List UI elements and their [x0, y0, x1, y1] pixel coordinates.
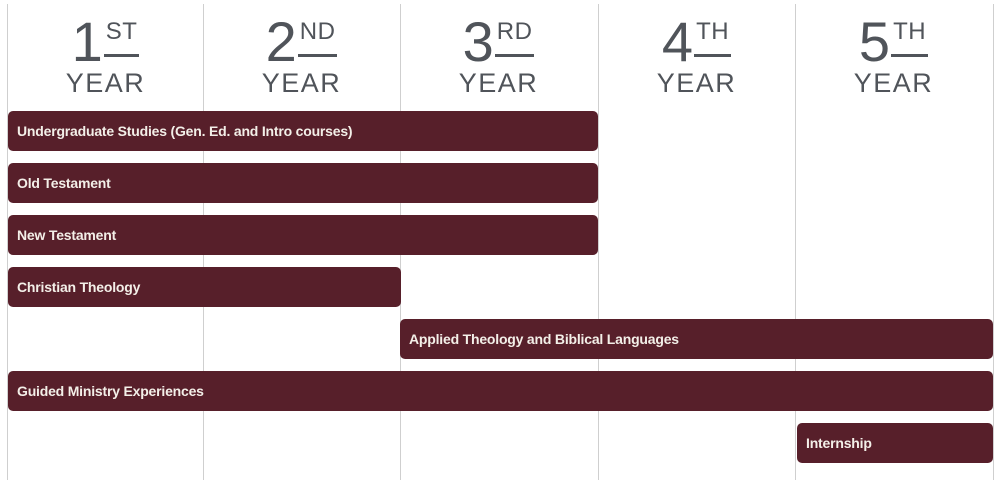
- bar-label: Christian Theology: [17, 279, 141, 295]
- bar-label: Guided Ministry Experiences: [17, 383, 204, 399]
- year-ordinal: ST: [103, 20, 140, 57]
- column-divider: [598, 4, 599, 480]
- column-divider: [7, 4, 8, 480]
- year-header-3: 3 RD YEAR: [400, 10, 597, 98]
- bar-label: Old Testament: [17, 175, 111, 191]
- year-number: 3: [462, 10, 494, 73]
- year-number: 5: [858, 10, 891, 73]
- bar-undergraduate-studies: Undergraduate Studies (Gen. Ed. and Intr…: [8, 111, 598, 151]
- bar-old-testament: Old Testament: [8, 163, 598, 203]
- year-header-2: 2 ND YEAR: [203, 10, 400, 98]
- bar-christian-theology: Christian Theology: [8, 267, 401, 307]
- year-header-4: 4 TH YEAR: [598, 10, 795, 98]
- column-divider: [993, 4, 994, 480]
- column-divider: [795, 4, 796, 480]
- year-ordinal: TH: [891, 20, 929, 57]
- year-number: 4: [661, 10, 694, 73]
- bar-label: Internship: [806, 435, 872, 451]
- year-number-group: 3 RD: [462, 10, 535, 73]
- year-word: YEAR: [261, 68, 342, 98]
- bar-label: New Testament: [17, 227, 117, 243]
- bar-applied-theology-biblical-languages: Applied Theology and Biblical Languages: [400, 319, 993, 359]
- year-word: YEAR: [458, 68, 539, 98]
- year-ordinal: RD: [494, 20, 535, 57]
- year-number-group: 1 ST: [71, 10, 140, 73]
- year-word: YEAR: [656, 68, 737, 98]
- year-number: 1: [71, 10, 103, 73]
- year-word: YEAR: [853, 68, 934, 98]
- year-ordinal: ND: [297, 20, 338, 57]
- year-header-5: 5 TH YEAR: [795, 10, 992, 98]
- bar-new-testament: New Testament: [8, 215, 598, 255]
- bar-guided-ministry-experiences: Guided Ministry Experiences: [8, 371, 993, 411]
- year-number-group: 5 TH: [858, 10, 929, 73]
- year-number: 2: [265, 10, 297, 73]
- year-number-group: 4 TH: [661, 10, 732, 73]
- bar-label: Undergraduate Studies (Gen. Ed. and Intr…: [17, 123, 353, 139]
- bar-internship: Internship: [797, 423, 993, 463]
- year-ordinal: TH: [694, 20, 732, 57]
- bar-label: Applied Theology and Biblical Languages: [409, 331, 679, 347]
- year-header-1: 1 ST YEAR: [7, 10, 204, 98]
- year-number-group: 2 ND: [265, 10, 338, 73]
- year-word: YEAR: [65, 68, 146, 98]
